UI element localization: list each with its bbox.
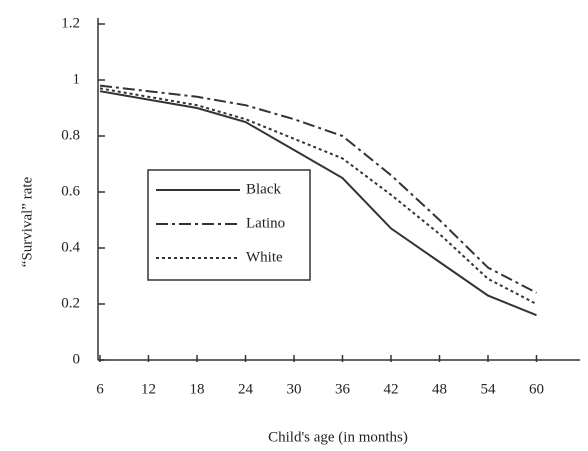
x-tick-label: 24 [238, 381, 254, 397]
x-tick-label: 18 [190, 381, 205, 397]
x-axis-label: Child's age (in months) [268, 429, 408, 445]
series-line [99, 87, 537, 305]
y-tick-label: 1 [73, 71, 81, 87]
x-tick-label: 6 [96, 381, 104, 397]
x-tick-label: 48 [432, 381, 447, 397]
legend-label: Black [246, 181, 281, 197]
x-tick-label: 60 [529, 381, 544, 397]
y-tick-label: 0.2 [61, 295, 80, 311]
y-tick-label: 0.8 [61, 127, 80, 143]
x-tick-label: 30 [287, 381, 302, 397]
x-tick-label: 42 [384, 381, 399, 397]
y-tick-label: 0 [73, 351, 81, 367]
y-tick-label: 0.6 [61, 183, 80, 199]
y-tick-label: 1.2 [61, 15, 80, 31]
legend-label: White [246, 249, 283, 265]
series-line [99, 84, 537, 294]
legend-label: Latino [246, 215, 285, 231]
x-tick-label: 36 [335, 381, 351, 397]
x-tick-label: 12 [141, 381, 156, 397]
series-line [99, 90, 537, 317]
y-tick-label: 0.4 [61, 239, 80, 255]
y-axis-label: “Survival” rate [19, 176, 35, 267]
x-tick-label: 54 [481, 381, 497, 397]
